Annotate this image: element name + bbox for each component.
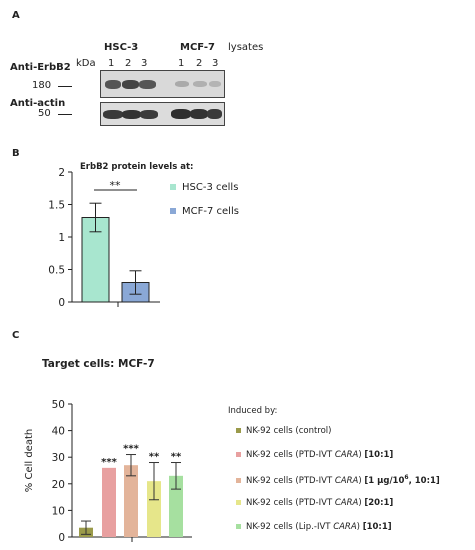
marker-50-label: 50 [38, 108, 51, 119]
legend-c-item: NK-92 cells (PTD-IVT CARA) [1 µg/106, 10… [236, 474, 440, 486]
band [209, 81, 221, 87]
legend-c-item: NK-92 cells (PTD-IVT CARA) [10:1] [236, 450, 393, 460]
lane-label: 2 [196, 58, 203, 69]
band [175, 81, 189, 87]
y-tick-label: 40 [52, 426, 65, 438]
lane-label: 3 [141, 58, 148, 69]
panel-a-letter: A [12, 10, 20, 21]
lane-label: 1 [108, 58, 115, 69]
band [103, 110, 123, 119]
bar [124, 465, 138, 537]
marker-180-label: 180 [32, 80, 52, 91]
legend-swatch [236, 452, 241, 457]
legend-swatch [170, 208, 176, 214]
legend-label-part: ) [358, 450, 365, 460]
panel-b-title: ErbB2 protein levels at: [80, 162, 194, 172]
legend-c-item: NK-92 cells (Lip.-IVT CARA) [10:1] [236, 522, 392, 532]
legend-label-part: NK-92 cells (PTD-IVT [246, 498, 335, 508]
bar-significance-label: *** [101, 457, 117, 468]
group-mcf7-label: MCF-7 [180, 42, 215, 53]
legend-label-part: ) [356, 522, 363, 532]
band [207, 109, 222, 119]
legend-label-part: CARA [334, 450, 359, 460]
chart-b: 0 0.5 1 1.5 2 ** [48, 167, 160, 309]
y-tick-label: 0.5 [48, 265, 65, 277]
blot-actin-label: Anti-actin [10, 98, 66, 109]
band [190, 109, 208, 119]
legend-swatch [236, 477, 241, 483]
lane-label: 1 [178, 58, 185, 69]
lane-label: 2 [125, 58, 132, 69]
bar-significance-label: ** [149, 452, 160, 463]
legend-label-part: CARA [333, 522, 357, 532]
legend-label-part: [10:1] [364, 450, 394, 460]
band [140, 110, 158, 119]
bar-significance-label: ** [171, 452, 182, 463]
group-hsc3-label: HSC-3 [104, 42, 139, 53]
legend-b-hsc3: HSC-3 cells [170, 182, 238, 193]
legend-label-part: CARA [334, 475, 359, 486]
y-tick-label: 1.5 [48, 200, 65, 212]
legend-label-part: [20:1] [364, 498, 394, 508]
panel-b-letter: B [12, 148, 20, 159]
legend-label-part: NK-92 cells (PTD-IVT [246, 475, 335, 486]
legend-label: MCF-7 cells [182, 206, 239, 217]
y-tick-label: 30 [52, 452, 65, 464]
legend-b-mcf7: MCF-7 cells [170, 206, 239, 217]
lysates-label: lysates [228, 42, 264, 53]
panel-c-title: Target cells: MCF-7 [42, 358, 155, 370]
y-tick-label: 2 [58, 167, 65, 179]
legend-label-part: CARA [334, 498, 359, 508]
bar [169, 475, 183, 537]
band [122, 110, 141, 119]
y-tick-label: 1 [58, 232, 65, 244]
bar [102, 467, 116, 537]
legend-label-part: ) [358, 475, 365, 486]
legend-swatch [236, 500, 241, 505]
kda-label: kDa [76, 58, 96, 69]
legend-swatch [236, 524, 241, 529]
legend-label-part: , 10:1] [408, 475, 440, 486]
blot-actin [100, 102, 225, 126]
marker-tick [58, 86, 72, 87]
blot-erbb2-label: Anti-ErbB2 [10, 62, 71, 73]
lane-label: 3 [212, 58, 219, 69]
legend-c-item: NK-92 cells (PTD-IVT CARA) [20:1] [236, 498, 393, 508]
legend-label-part: 6 [404, 474, 409, 481]
panel-c-letter: C [12, 330, 20, 341]
legend-label-part: [1 µg/10 [364, 475, 405, 486]
significance-label: ** [110, 179, 122, 192]
legend-label-part: NK-92 cells (PTD-IVT [246, 450, 335, 460]
legend-label-part: [10:1] [362, 522, 392, 532]
blot-erbb2 [100, 70, 225, 98]
legend-swatch [170, 184, 176, 190]
marker-tick [58, 114, 72, 115]
legend-label: HSC-3 cells [182, 182, 239, 193]
bar-significance-label: *** [123, 444, 139, 455]
legend-swatch [236, 428, 241, 433]
legend-c-item: NK-92 cells (control) [236, 426, 331, 436]
band [139, 80, 156, 89]
legend-c-title: Induced by: [228, 406, 278, 416]
y-tick-label: 0 [58, 297, 65, 309]
band [171, 109, 191, 119]
y-tick-label: 50 [52, 399, 65, 411]
y-tick-label: 10 [52, 505, 65, 517]
band [193, 81, 207, 87]
legend-label-part: NK-92 cells (control) [246, 426, 332, 436]
bar [147, 481, 161, 537]
legend-label-part: NK-92 cells (Lip.-IVT [246, 522, 334, 532]
band [122, 80, 139, 89]
y-tick-label: 20 [52, 479, 65, 491]
band [105, 80, 121, 89]
y-tick-label: 0 [58, 532, 65, 544]
legend-label-part: ) [358, 498, 365, 508]
